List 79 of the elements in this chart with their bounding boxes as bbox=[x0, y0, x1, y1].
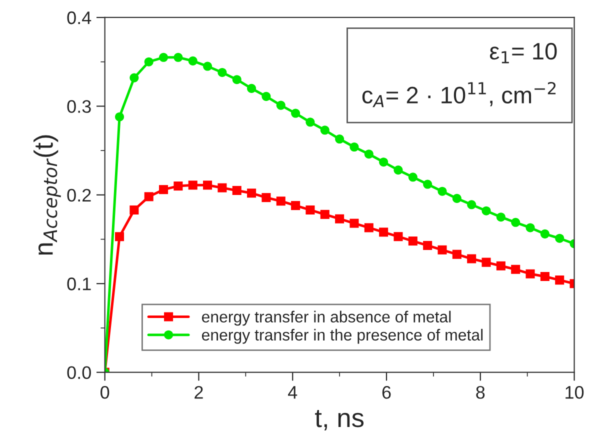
point bbox=[262, 193, 271, 202]
x-tick-label: 8 bbox=[476, 386, 485, 399]
point bbox=[364, 150, 374, 159]
point bbox=[555, 276, 564, 285]
y-tick-label: 0.2 bbox=[67, 188, 91, 202]
point bbox=[438, 245, 447, 254]
point bbox=[159, 52, 168, 62]
y-axis-title: n$_{Acceptor}$(t) bbox=[34, 135, 61, 255]
point bbox=[276, 100, 286, 110]
point bbox=[394, 232, 403, 242]
point bbox=[335, 214, 344, 224]
point bbox=[174, 182, 183, 191]
point bbox=[276, 196, 286, 206]
point bbox=[291, 201, 300, 210]
point bbox=[159, 185, 168, 194]
annotation: c$_{A}$= 2 · 10$^{11}$, cm$^{−2}$ bbox=[362, 82, 556, 108]
point bbox=[511, 218, 520, 227]
legend-label: energy transfer in the presence of metal bbox=[202, 328, 483, 344]
point bbox=[350, 142, 359, 152]
point bbox=[364, 223, 374, 232]
point bbox=[482, 258, 491, 267]
point bbox=[394, 166, 403, 175]
point bbox=[526, 223, 535, 232]
x-tick-label: 6 bbox=[382, 386, 391, 399]
annotation: ε$_{1}$= 10 bbox=[490, 42, 557, 64]
point bbox=[408, 236, 418, 246]
legend-label: energy transfer in absence of metal bbox=[202, 310, 451, 326]
y-tick-label: 0.4 bbox=[67, 11, 92, 24]
y-tick-label: 0.1 bbox=[67, 278, 91, 290]
point bbox=[555, 234, 564, 243]
point bbox=[482, 206, 491, 216]
point bbox=[408, 172, 418, 182]
point bbox=[335, 134, 344, 144]
y-tick-label: 0.0 bbox=[67, 366, 91, 380]
point bbox=[350, 218, 359, 228]
point bbox=[423, 180, 432, 189]
point bbox=[115, 232, 124, 242]
point bbox=[291, 108, 300, 118]
point bbox=[203, 180, 212, 190]
point bbox=[218, 68, 227, 77]
point bbox=[467, 254, 476, 264]
x-tick-label: 10 bbox=[566, 386, 584, 399]
x-tick-label: 0 bbox=[100, 386, 110, 399]
point bbox=[511, 264, 520, 274]
point bbox=[540, 272, 550, 282]
point bbox=[188, 180, 198, 190]
point bbox=[232, 75, 242, 84]
x-axis-title: t, ns bbox=[315, 410, 364, 430]
point bbox=[218, 183, 227, 192]
x-tick-label: 2 bbox=[194, 386, 203, 399]
point bbox=[203, 62, 212, 71]
point bbox=[379, 158, 388, 167]
point bbox=[144, 57, 154, 66]
point bbox=[188, 56, 198, 66]
x-tick-label: 4 bbox=[288, 386, 298, 399]
point bbox=[320, 210, 330, 219]
point bbox=[144, 192, 154, 202]
point bbox=[526, 269, 535, 278]
point bbox=[467, 200, 476, 210]
point bbox=[423, 240, 432, 250]
point bbox=[174, 52, 183, 62]
point bbox=[452, 194, 462, 203]
point bbox=[130, 205, 139, 214]
point bbox=[452, 250, 462, 259]
point bbox=[496, 212, 506, 222]
point bbox=[306, 205, 315, 214]
point bbox=[438, 186, 447, 196]
point bbox=[306, 118, 315, 127]
point bbox=[379, 228, 388, 237]
point bbox=[320, 126, 330, 135]
point bbox=[262, 92, 271, 101]
point bbox=[115, 112, 124, 122]
point bbox=[247, 188, 256, 198]
point bbox=[496, 261, 506, 270]
y-tick-label: 0.3 bbox=[67, 100, 91, 113]
point bbox=[130, 73, 139, 82]
point bbox=[247, 84, 256, 93]
point bbox=[540, 229, 550, 238]
point bbox=[232, 186, 242, 195]
